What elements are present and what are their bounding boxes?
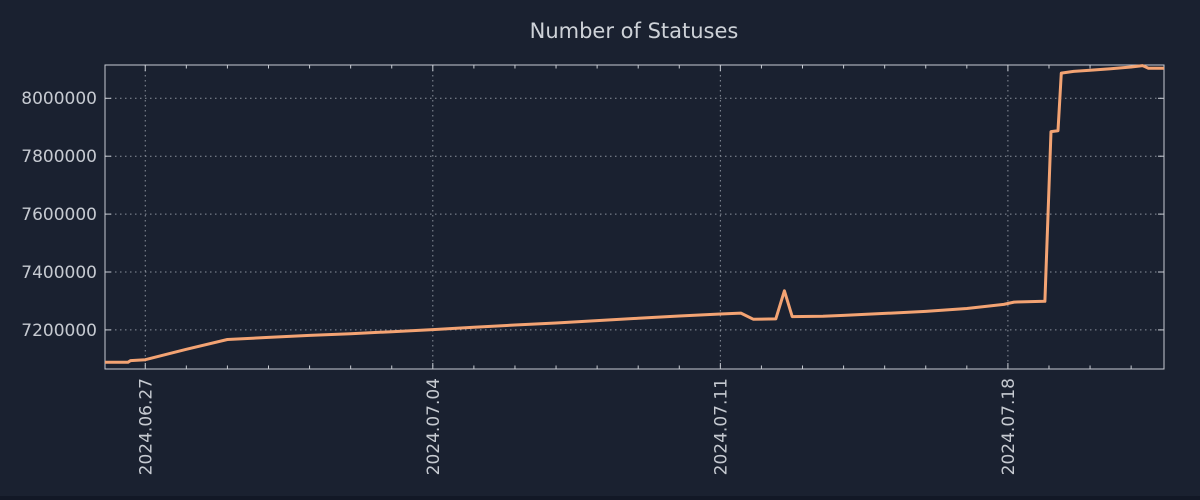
y-tick-label: 7200000 xyxy=(21,321,97,341)
y-tick-label: 8000000 xyxy=(21,89,97,109)
x-tick-label: 2024.07.11 xyxy=(711,378,731,475)
chart-title: Number of Statuses xyxy=(530,19,739,43)
y-tick-label: 7800000 xyxy=(21,147,97,167)
plot-border xyxy=(104,64,1165,370)
x-tick-label: 2024.06.27 xyxy=(136,378,156,475)
x-tick-label: 2024.07.04 xyxy=(424,378,444,475)
figure-bottom-edge xyxy=(0,496,1200,500)
y-tick-label: 7400000 xyxy=(21,263,97,283)
y-tick-label: 7600000 xyxy=(21,205,97,225)
x-tick-label: 2024.07.18 xyxy=(999,378,1019,475)
data-line-statuses xyxy=(105,64,1164,364)
